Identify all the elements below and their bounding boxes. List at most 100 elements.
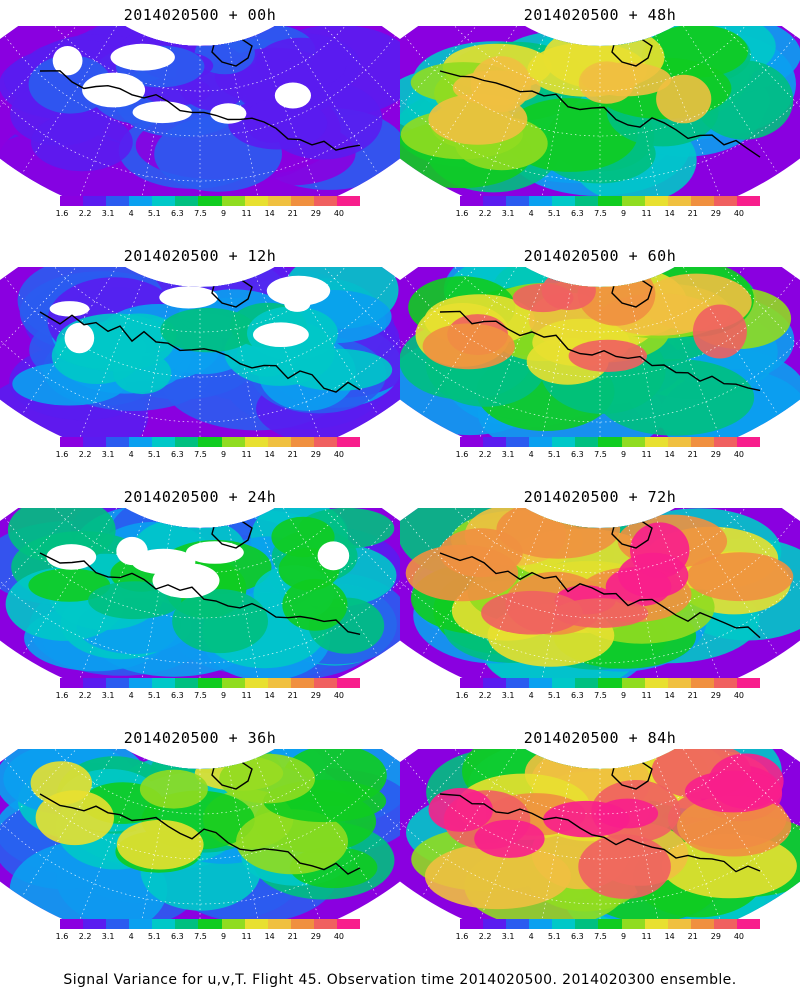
polar-stereographic-map <box>0 267 400 437</box>
colorbar-tick-label: 1.6 <box>55 209 69 218</box>
colorbar-swatch <box>221 437 245 447</box>
colorbar-swatch <box>129 196 153 206</box>
colorbar-tick-label: 6.3 <box>571 209 584 218</box>
colorbar-tick-label: 29 <box>710 209 721 218</box>
colorbar-tick-label: 11 <box>241 450 252 459</box>
coastline <box>439 310 761 392</box>
colorbar <box>460 678 761 688</box>
colorbar-ticks: 1.6 2.2 3.1 4 5.1 6.3 7.5 9 11 14 21 29 40 <box>56 691 360 701</box>
colorbar-swatch <box>106 919 130 929</box>
polar-stereographic-map <box>400 749 800 919</box>
colorbar-tick-label: 4 <box>528 450 534 459</box>
colorbar-tick-label: 3.1 <box>101 450 115 459</box>
colorbar-swatch <box>129 437 153 447</box>
colorbar-swatch <box>244 196 268 206</box>
colorbar-tick-label: 1.6 <box>455 209 469 218</box>
colorbar-ticks: 1.6 2.2 3.1 4 5.1 6.3 7.5 9 11 14 21 29 40 <box>456 209 760 219</box>
colorbar <box>60 437 361 447</box>
colorbar-swatch <box>60 678 84 688</box>
colorbar <box>460 437 761 447</box>
panel-title: 2014020500 + 36h <box>123 729 277 747</box>
colorbar-swatch <box>244 919 268 929</box>
polar-stereographic-map <box>400 267 800 437</box>
colorbar-tick-label: 21 <box>287 932 298 941</box>
colorbar-swatch <box>290 196 314 206</box>
panel-title: 2014020500 + 00h <box>123 6 277 24</box>
colorbar-swatch <box>575 678 599 688</box>
colorbar-tick-label: 1.6 <box>455 932 469 941</box>
colorbar-swatch <box>736 678 761 688</box>
colorbar-tick-label: 4 <box>128 450 134 459</box>
variance-field <box>400 267 800 437</box>
variance-field <box>0 267 400 437</box>
coastline <box>39 552 361 635</box>
colorbar-tick-label: 7.5 <box>594 691 607 700</box>
colorbar-swatch <box>644 678 668 688</box>
colorbar-tick-label: 29 <box>310 450 321 459</box>
colorbar-swatch <box>290 919 314 929</box>
colorbar-tick-label: 2.2 <box>478 209 492 218</box>
colorbar-tick-label: 21 <box>687 691 698 700</box>
colorbar-swatch <box>713 678 737 688</box>
colorbar-tick-label: 14 <box>664 691 675 700</box>
forecast-panel: 2014020500 + 12h 1.6 2.2 3.1 4 5.1 6.3 7.5 9 11 14… <box>0 241 400 483</box>
panel-title: 2014020500 + 24h <box>123 488 277 506</box>
colorbar-swatch <box>667 196 691 206</box>
colorbar-swatch <box>336 437 361 447</box>
colorbar-swatch <box>221 196 245 206</box>
colorbar-tick-label: 29 <box>710 691 721 700</box>
colorbar-tick-label: 3.1 <box>101 209 115 218</box>
colorbar-tick-label: 3.1 <box>501 450 515 459</box>
colorbar-tick-label: 3.1 <box>101 691 115 700</box>
colorbar-swatch <box>313 678 337 688</box>
panel-title: 2014020500 + 48h <box>523 6 677 24</box>
colorbar-tick-label: 4 <box>528 691 534 700</box>
colorbar-tick-label: 4 <box>528 932 534 941</box>
colorbar-tick-label: 2.2 <box>78 209 92 218</box>
colorbar-swatch <box>552 437 576 447</box>
colorbar-tick-label: 6.3 <box>571 691 584 700</box>
colorbar <box>60 678 361 688</box>
polar-stereographic-map <box>400 508 800 678</box>
colorbar-tick-label: 7.5 <box>194 932 207 941</box>
colorbar-tick-label: 9 <box>220 932 227 941</box>
colorbar-tick-label: 14 <box>664 450 675 459</box>
colorbar-swatch <box>244 678 268 688</box>
colorbar-tick-label: 7.5 <box>194 450 207 459</box>
colorbar-tick-label: 4 <box>128 209 134 218</box>
colorbar-swatch <box>336 919 361 929</box>
colorbar-swatch <box>529 196 553 206</box>
colorbar-swatch <box>690 196 714 206</box>
colorbar-swatch <box>267 196 291 206</box>
colorbar-swatch <box>60 919 84 929</box>
colorbar-tick-label: 6.3 <box>171 691 184 700</box>
colorbar-tick-label: 29 <box>710 932 721 941</box>
colorbar-tick-label: 40 <box>733 691 745 700</box>
colorbar-tick-label: 9 <box>620 209 627 218</box>
colorbar-tick-label: 14 <box>664 932 675 941</box>
colorbar-tick-label: 9 <box>620 932 627 941</box>
coastline <box>39 793 361 875</box>
colorbar-swatch <box>175 437 199 447</box>
colorbar-tick-label: 1.6 <box>55 450 69 459</box>
colorbar-swatch <box>667 919 691 929</box>
colorbar-swatch <box>483 678 507 688</box>
colorbar <box>460 919 761 929</box>
colorbar-tick-label: 9 <box>220 691 227 700</box>
colorbar-swatch <box>152 437 176 447</box>
colorbar-tick-label: 29 <box>310 209 321 218</box>
colorbar-tick-label: 14 <box>264 450 275 459</box>
panel-title: 2014020500 + 60h <box>523 247 677 265</box>
colorbar-tick-label: 9 <box>620 691 627 700</box>
colorbar-tick-label: 9 <box>220 450 227 459</box>
colorbar <box>60 196 361 206</box>
colorbar-ticks: 1.6 2.2 3.1 4 5.1 6.3 7.5 9 11 14 21 29 40 <box>456 450 760 460</box>
colorbar <box>60 919 361 929</box>
coastline <box>439 70 761 158</box>
colorbar-tick-label: 11 <box>241 209 252 218</box>
colorbar-swatch <box>713 437 737 447</box>
colorbar-ticks: 1.6 2.2 3.1 4 5.1 6.3 7.5 9 11 14 21 29 40 <box>456 932 760 942</box>
colorbar-swatch <box>460 196 484 206</box>
colorbar-tick-label: 2.2 <box>478 932 492 941</box>
colorbar-tick-label: 14 <box>264 691 275 700</box>
